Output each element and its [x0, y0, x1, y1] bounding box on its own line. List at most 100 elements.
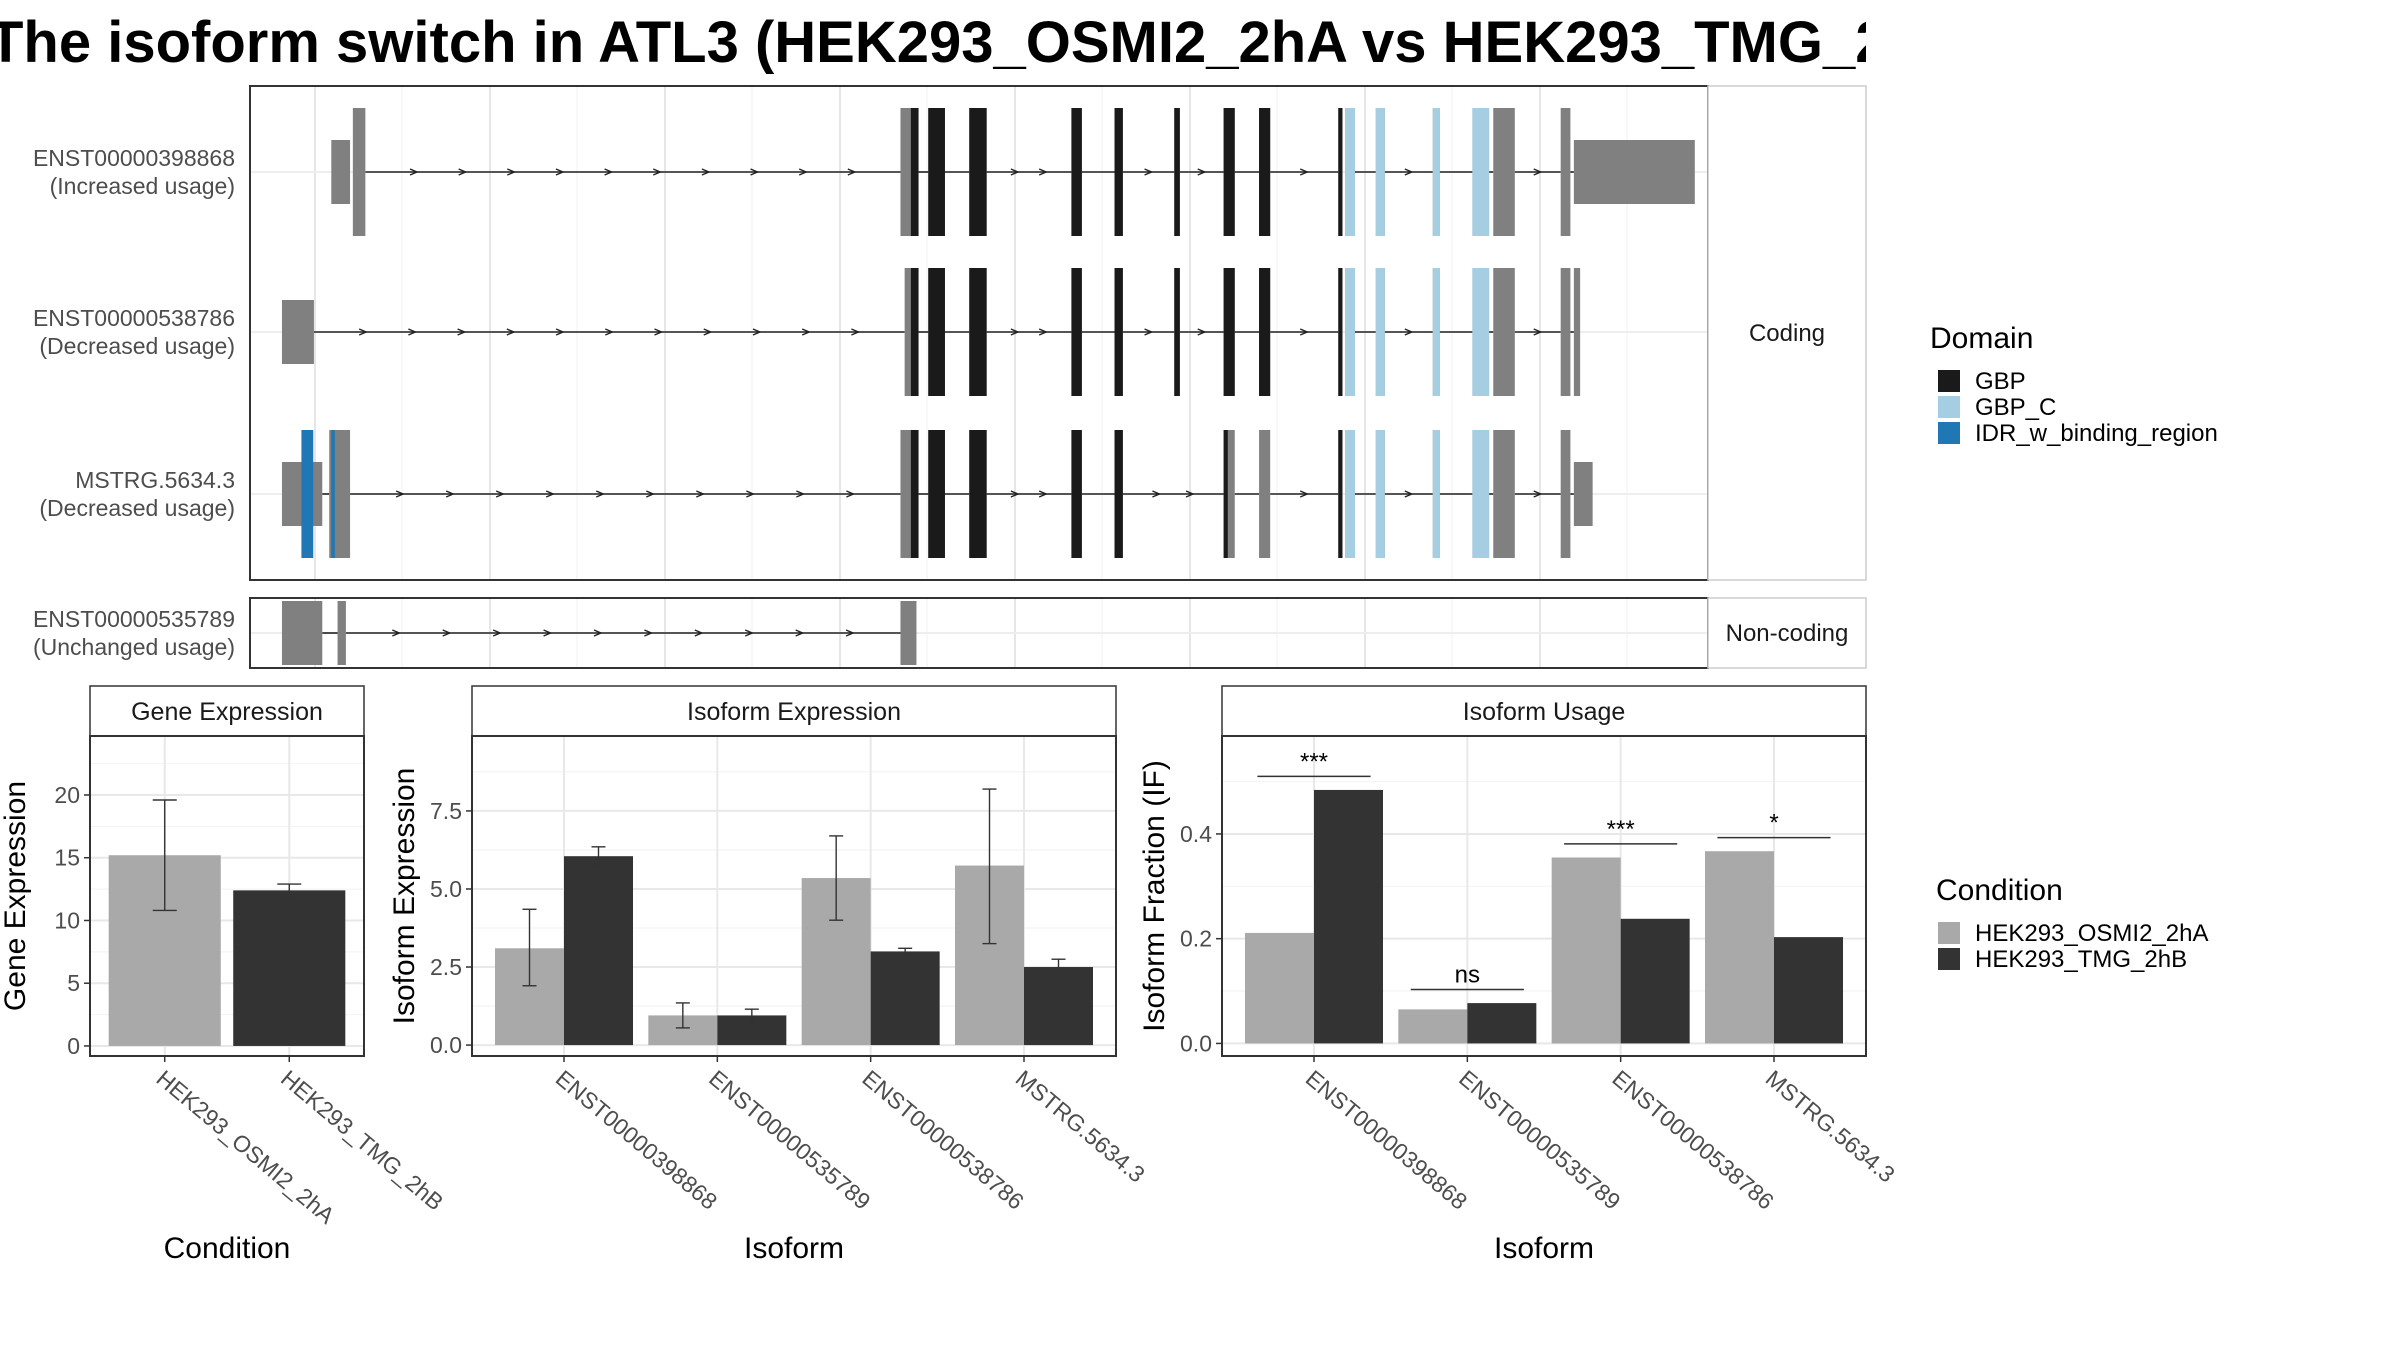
transcript-label: ENST00000398868 [33, 145, 235, 171]
domain-gbp [1071, 268, 1082, 396]
condition-legend-key [1938, 922, 1960, 944]
intron-arrow [1404, 328, 1414, 336]
intron-arrow [798, 168, 808, 176]
domain-gbp-c [1375, 430, 1385, 558]
domain-gbp-c [1375, 268, 1385, 396]
intron-arrow [847, 168, 857, 176]
domain-gbp-c [1472, 108, 1490, 236]
intron-arrow [1404, 168, 1414, 176]
condition-legend-label: HEK293_TMG_2hB [1975, 946, 2187, 973]
domain-gbp-c [1472, 268, 1490, 396]
gene-structure-panel: ENST00000398868(Increased usage) ENST0000… [33, 85, 1867, 669]
domain-gbp [1223, 268, 1235, 396]
exon [1560, 268, 1571, 396]
y-tick-label: 20 [54, 782, 80, 808]
y-axis-title: Gene Expression [0, 781, 32, 1011]
x-tick-label: ENST00000535789 [1454, 1065, 1626, 1215]
intron-arrow [492, 629, 502, 637]
facet-strip-label: Non-coding [1726, 620, 1849, 647]
intron-arrow [1144, 328, 1154, 336]
y-tick-label: 0.2 [1180, 926, 1212, 952]
intron-arrow [752, 328, 762, 336]
facet-strip [471, 685, 1117, 737]
domain-gbp [1114, 268, 1123, 396]
domain-gbp [1223, 108, 1235, 236]
facet-strip [1707, 85, 1867, 581]
x-tick-label: ENST00000398868 [1301, 1065, 1473, 1215]
intron-arrow [694, 629, 704, 637]
exon [900, 601, 917, 665]
facet-strip-label: Gene Expression [131, 698, 323, 726]
domain-gbp [928, 108, 945, 236]
intron-arrow [796, 490, 806, 498]
domain-legend-title: Domain [1930, 322, 2033, 355]
intron-arrow [701, 168, 711, 176]
transcript-usage-label: (Increased usage) [50, 173, 235, 199]
domain-gbp [1259, 108, 1271, 236]
intron-arrow [1533, 328, 1543, 336]
bar [1314, 789, 1383, 1044]
exon [337, 601, 346, 665]
intron-arrow [846, 490, 856, 498]
exon [1223, 430, 1235, 558]
y-tick-label: 5 [67, 970, 80, 996]
intron-arrow [1299, 168, 1310, 176]
bar [1551, 857, 1621, 1044]
domain-gbp [910, 430, 919, 558]
domain-gbp [1259, 268, 1271, 396]
domain-idr-w-binding-region [301, 430, 314, 558]
page-title: The isoform switch in ATL3 (HEK293_OSMI2… [0, 8, 1866, 78]
intron-arrow [507, 168, 517, 176]
intron-arrow [696, 490, 706, 498]
domain-gbp [1071, 430, 1082, 558]
domain-gbp [969, 430, 987, 558]
exon [1493, 108, 1515, 236]
intron-arrow [605, 328, 615, 336]
bar [564, 856, 633, 1046]
intron-arrow [646, 490, 656, 498]
y-tick-label: 7.5 [430, 798, 462, 824]
domain-gbp [910, 268, 919, 396]
intron-arrow [1010, 168, 1020, 176]
domain-legend-label: IDR_w_binding_region [1975, 420, 2218, 447]
domain-gbp [928, 430, 945, 558]
domain-legend-label: GBP_C [1975, 394, 2056, 421]
domain-gbp [928, 268, 945, 396]
domain-legend-key [1938, 370, 1960, 392]
exon [352, 108, 366, 236]
intron-arrow [1533, 490, 1543, 498]
intron-arrow [408, 328, 418, 336]
intron-arrow [1299, 490, 1310, 498]
domain-gbp [969, 268, 987, 396]
x-axis-title: Isoform [1494, 1232, 1594, 1265]
exon [1560, 108, 1571, 236]
bar [1705, 851, 1774, 1044]
intron-arrow [595, 490, 606, 498]
intron-arrow [1010, 490, 1020, 498]
domain-gbp-c [1432, 108, 1440, 236]
y-tick-label: 2.5 [430, 954, 462, 980]
bar [1620, 918, 1690, 1044]
intron-arrow [604, 168, 614, 176]
domain-legend-key [1938, 396, 1960, 418]
domain-gbp [1338, 430, 1343, 558]
intron-arrow [445, 490, 455, 498]
intron-arrow [1404, 490, 1414, 498]
transcript-label: MSTRG.5634.3 [75, 467, 235, 493]
domain-gbp-c [1345, 268, 1355, 396]
y-tick-label: 0.0 [1180, 1030, 1212, 1056]
bar [1024, 967, 1093, 1046]
page-title-text: The isoform switch in ATL3 (HEK293_OSMI2… [0, 10, 1866, 75]
intron-arrow [1010, 328, 1020, 336]
significance-label: ns [1455, 961, 1480, 988]
intron-arrow [555, 328, 565, 336]
significance-label: * [1769, 810, 1778, 837]
domain-gbp [1174, 108, 1180, 236]
x-tick-label: ENST00000538786 [857, 1065, 1029, 1215]
intron-arrow [506, 328, 516, 336]
intron-arrow [545, 490, 555, 498]
intron-arrow [1152, 490, 1162, 498]
x-axis-title: Isoform [744, 1232, 844, 1265]
